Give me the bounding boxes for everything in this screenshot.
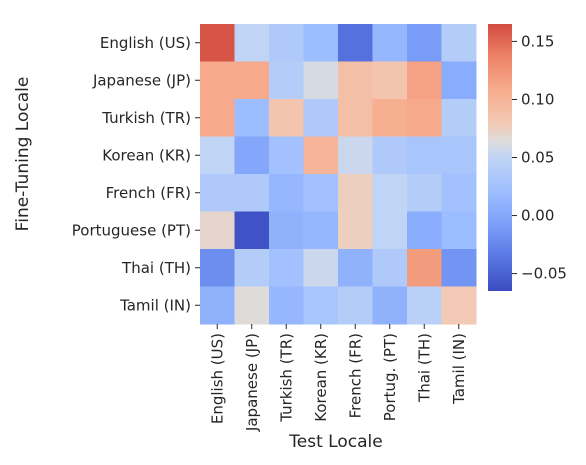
y-tick-label: Korean (KR) — [102, 146, 191, 164]
heatmap-cell — [372, 24, 408, 62]
heatmap-cell — [303, 24, 339, 62]
heatmap-cell — [200, 61, 235, 100]
heatmap-cell — [269, 249, 304, 287]
colorbar-tick-label: 0.05 — [521, 149, 554, 167]
heatmap-cell — [372, 136, 408, 175]
colorbar-tick-label: 0.00 — [521, 207, 554, 225]
heatmap-cell — [338, 24, 373, 62]
heatmap-cell — [407, 136, 442, 175]
heatmap-cell — [234, 174, 270, 212]
heatmap-cell — [303, 61, 339, 100]
x-tick-label: Thai (TH) — [415, 333, 433, 403]
y-tick-label: Portuguese (PT) — [72, 221, 191, 239]
y-tick-label: Turkish (TR) — [101, 109, 191, 127]
heatmap-cell — [441, 61, 477, 100]
heatmap-cell — [441, 136, 477, 175]
y-tick-label: French (FR) — [106, 184, 191, 202]
heatmap-cell — [200, 24, 235, 62]
heatmap-cell — [269, 174, 304, 212]
heatmap-cell — [407, 99, 442, 137]
heatmap-cell — [303, 174, 339, 212]
heatmap-cell — [200, 136, 235, 175]
heatmap-cell — [441, 286, 477, 325]
x-tick-label: French (FR) — [346, 333, 364, 418]
y-tick-label: Thai (TH) — [121, 259, 191, 277]
heatmap-cell — [269, 211, 304, 250]
heatmap-cell — [200, 99, 235, 137]
heatmap-cell — [234, 249, 270, 287]
colorbar — [488, 24, 512, 291]
heatmap-cell — [372, 174, 408, 212]
heatmap-cell — [303, 286, 339, 325]
heatmap-cell — [407, 61, 442, 100]
heatmap-cell — [234, 61, 270, 100]
heatmap-cell — [269, 24, 304, 62]
heatmap-cell — [269, 61, 304, 100]
heatmap-cell — [303, 249, 339, 287]
heatmap-cell — [269, 99, 304, 137]
heatmap-cell — [234, 211, 270, 250]
heatmap-cell — [234, 24, 270, 62]
heatmap-cell — [234, 99, 270, 137]
y-tick-labels: English (US) Japanese (JP) Turkish (TR) Kor… — [72, 34, 200, 314]
y-axis-title: Fine-Tuning Locale — [13, 77, 33, 232]
heatmap-cell — [200, 286, 235, 325]
colorbar-tick-label: −0.05 — [521, 265, 567, 283]
heatmap-cell — [407, 286, 442, 325]
heatmap-cell — [200, 211, 235, 250]
heatmap-cell — [338, 61, 373, 100]
heatmap-cell — [407, 174, 442, 212]
heatmap-cell — [372, 61, 408, 100]
heatmap-cell — [200, 249, 235, 287]
heatmap-cell — [234, 286, 270, 325]
heatmap-cell — [338, 211, 373, 250]
y-tick-label: Japanese (JP) — [92, 71, 191, 89]
heatmap-cell — [338, 174, 373, 212]
heatmap-cell — [338, 249, 373, 287]
y-tick-label: Tamil (IN) — [119, 296, 191, 314]
x-axis-title: Test Locale — [288, 432, 382, 452]
x-tick-label: Korean (KR) — [312, 333, 330, 422]
heatmap-cell — [407, 211, 442, 250]
colorbar-ticks: −0.05 0.00 0.05 0.10 0.15 — [512, 32, 567, 283]
heatmap-cell — [303, 99, 339, 137]
heatmap-cells — [200, 24, 477, 325]
heatmap-cell — [200, 174, 235, 212]
heatmap-cell — [441, 174, 477, 212]
heatmap-cell — [303, 211, 339, 250]
heatmap-cell — [372, 211, 408, 250]
heatmap-cell — [303, 136, 339, 175]
heatmap-cell — [338, 99, 373, 137]
x-tick-label: English (US) — [208, 333, 226, 424]
heatmap-cell — [441, 24, 477, 62]
heatmap-cell — [269, 286, 304, 325]
x-tick-label: Turkish (TR) — [277, 333, 295, 423]
heatmap-cell — [441, 211, 477, 250]
colorbar-tick-label: 0.15 — [521, 32, 554, 50]
heatmap-cell — [441, 99, 477, 137]
x-tick-label: Portug. (PT) — [381, 333, 399, 421]
heatmap-cell — [372, 286, 408, 325]
heatmap-cell — [407, 24, 442, 62]
heatmap-cell — [407, 249, 442, 287]
y-tick-label: English (US) — [100, 34, 191, 52]
colorbar-tick-label: 0.10 — [521, 90, 554, 108]
heatmap-cell — [338, 286, 373, 325]
heatmap-cell — [372, 99, 408, 137]
x-tick-label: Tamil (IN) — [450, 333, 468, 405]
heatmap-cell — [338, 136, 373, 175]
heatmap-cell — [372, 249, 408, 287]
heatmap-cell — [441, 249, 477, 287]
x-tick-labels: English (US) Japanese (JP) Turkish (TR) Kor… — [208, 324, 468, 432]
heatmap-cell — [234, 136, 270, 175]
x-tick-label: Japanese (JP) — [243, 333, 261, 432]
heatmap-cell — [269, 136, 304, 175]
